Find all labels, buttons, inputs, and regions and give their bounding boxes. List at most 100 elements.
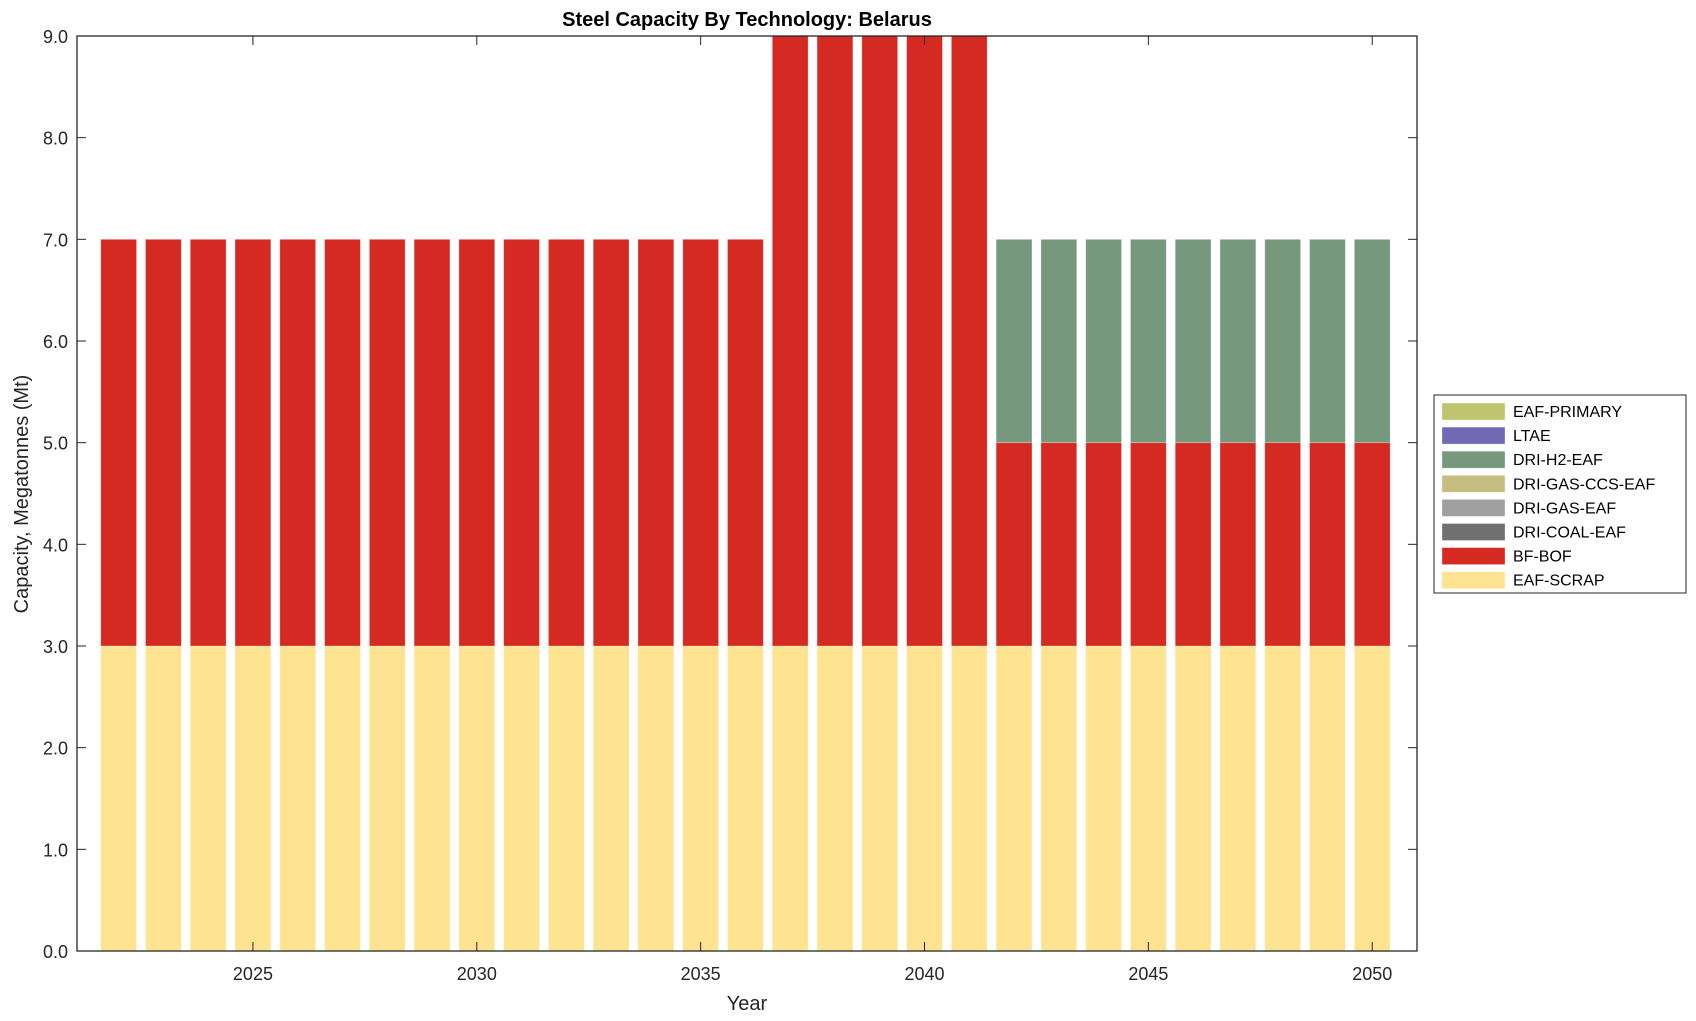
bar-eaf-scrap-2050 (1353, 645, 1391, 952)
bar-eaf-scrap-2033 (592, 645, 630, 952)
legend-label-dri-h2-eaf: DRI-H2-EAF (1513, 452, 1603, 469)
bar-dri-h2-eaf-2042 (995, 238, 1033, 444)
bar-dri-h2-eaf-2046 (1174, 238, 1212, 444)
bar-eaf-scrap-2031 (503, 645, 540, 952)
x-axis-label: Year (727, 993, 768, 1015)
bar-eaf-scrap-2037 (771, 645, 809, 952)
bar-eaf-scrap-2043 (1040, 645, 1078, 952)
bar-eaf-scrap-2046 (1174, 645, 1212, 952)
bar-bf-bof-2024 (189, 238, 227, 647)
axes-frame (76, 35, 1418, 952)
bar-eaf-scrap-2026 (279, 645, 317, 952)
chart-title: Steel Capacity By Technology: Belarus (562, 9, 932, 31)
ticks-layer: 2025 2030 2035 2040 2045 2050 0.0 1.0 2.0 3.0 4.0 5… (43, 27, 1417, 984)
legend-label-bf-bof: BF-BOF (1513, 549, 1572, 566)
bar-dri-h2-eaf-2044 (1085, 238, 1122, 444)
legend-swatch-dri-gas-ccs-eaf (1441, 474, 1506, 493)
x-tick-label-2050: 2050 (1352, 964, 1392, 984)
bars-layer (100, 35, 1391, 952)
bar-eaf-scrap-2034 (637, 645, 675, 952)
bar-dri-h2-eaf-2045 (1130, 238, 1167, 444)
bar-eaf-scrap-2024 (189, 645, 227, 952)
legend-swatch-eaf-primary (1441, 402, 1506, 421)
bar-bf-bof-2044 (1085, 442, 1122, 647)
legend-label-ltae: LTAE (1513, 428, 1551, 445)
bar-eaf-scrap-2023 (145, 645, 182, 952)
x-tick-label-2025: 2025 (233, 964, 273, 984)
y-tick-label-6: 6.0 (43, 332, 68, 352)
y-tick-label-5: 5.0 (43, 434, 68, 454)
x-tick-label-2045: 2045 (1128, 964, 1168, 984)
bar-bf-bof-2027 (324, 238, 361, 647)
bar-bf-bof-2046 (1174, 442, 1212, 647)
bar-bf-bof-2038 (816, 35, 854, 647)
bar-dri-h2-eaf-2050 (1353, 238, 1391, 444)
bar-eaf-scrap-2027 (324, 645, 361, 952)
bar-bf-bof-2028 (368, 238, 406, 647)
y-axis-label: Capacity, Megatonnes (Mt) (11, 375, 33, 614)
y-tick-label-7: 7.0 (43, 230, 68, 250)
x-tick-label-2035: 2035 (681, 964, 721, 984)
bar-bf-bof-2037 (771, 35, 809, 647)
y-tick-label-0: 0.0 (43, 942, 68, 962)
y-tick-label-8: 8.0 (43, 129, 68, 149)
bar-bf-bof-2047 (1219, 442, 1257, 647)
bar-bf-bof-2030 (458, 238, 496, 647)
bar-bf-bof-2022 (100, 238, 137, 647)
bar-eaf-scrap-2035 (682, 645, 719, 952)
bar-dri-h2-eaf-2043 (1040, 238, 1078, 444)
x-tick-label-2040: 2040 (904, 964, 944, 984)
bar-eaf-scrap-2049 (1309, 645, 1346, 952)
bar-bf-bof-2042 (995, 442, 1033, 647)
legend-label-dri-gas-eaf: DRI-GAS-EAF (1513, 500, 1616, 517)
bar-eaf-scrap-2030 (458, 645, 496, 952)
y-tick-label-1: 1.0 (43, 840, 68, 860)
y-tick-label-9: 9.0 (43, 27, 68, 47)
bar-bf-bof-2041 (950, 35, 988, 647)
y-tick-label-2: 2.0 (43, 739, 68, 759)
bar-eaf-scrap-2038 (816, 645, 854, 952)
legend-swatch-dri-h2-eaf (1441, 450, 1506, 469)
legend: EAF-PRIMARY LTAE DRI-H2-EAF DRI-GAS-CCS-EAF… (1433, 394, 1687, 594)
bar-bf-bof-2043 (1040, 442, 1078, 647)
bar-eaf-scrap-2025 (234, 645, 272, 952)
bar-bf-bof-2040 (906, 35, 943, 647)
legend-swatch-eaf-scrap (1441, 571, 1506, 590)
bar-bf-bof-2033 (592, 238, 630, 647)
bar-eaf-scrap-2041 (950, 645, 988, 952)
bar-eaf-scrap-2040 (906, 645, 943, 952)
bar-dri-h2-eaf-2047 (1219, 238, 1257, 444)
bar-eaf-scrap-2028 (368, 645, 406, 952)
bar-bf-bof-2023 (145, 238, 182, 647)
legend-label-dri-coal-eaf: DRI-COAL-EAF (1513, 525, 1626, 542)
bar-bf-bof-2036 (727, 238, 764, 647)
bar-dri-h2-eaf-2048 (1264, 238, 1302, 444)
bar-bf-bof-2032 (548, 238, 585, 647)
legend-swatch-dri-coal-eaf (1441, 523, 1506, 541)
legend-label-dri-gas-ccs-eaf: DRI-GAS-CCS-EAF (1513, 476, 1655, 493)
bar-bf-bof-2035 (682, 238, 719, 647)
bar-eaf-scrap-2022 (100, 645, 137, 952)
bar-eaf-scrap-2048 (1264, 645, 1302, 952)
bar-eaf-scrap-2047 (1219, 645, 1257, 952)
legend-label-eaf-primary: EAF-PRIMARY (1513, 404, 1622, 421)
bar-bf-bof-2034 (637, 238, 675, 647)
bar-bf-bof-2039 (861, 35, 899, 647)
bar-bf-bof-2049 (1309, 442, 1346, 647)
legend-swatch-dri-gas-eaf (1441, 498, 1506, 517)
bar-eaf-scrap-2032 (548, 645, 585, 952)
bar-bf-bof-2029 (413, 238, 451, 647)
bar-bf-bof-2031 (503, 238, 540, 647)
bar-bf-bof-2050 (1353, 442, 1391, 647)
bar-eaf-scrap-2039 (861, 645, 899, 952)
bar-eaf-scrap-2029 (413, 645, 451, 952)
legend-swatch-bf-bof (1441, 547, 1506, 565)
bar-eaf-scrap-2042 (995, 645, 1033, 952)
legend-swatch-ltae (1441, 426, 1506, 445)
y-tick-label-4: 4.0 (43, 535, 68, 555)
bar-eaf-scrap-2045 (1130, 645, 1167, 952)
bar-eaf-scrap-2036 (727, 645, 764, 952)
bar-eaf-scrap-2044 (1085, 645, 1122, 952)
bar-dri-h2-eaf-2049 (1309, 238, 1346, 444)
